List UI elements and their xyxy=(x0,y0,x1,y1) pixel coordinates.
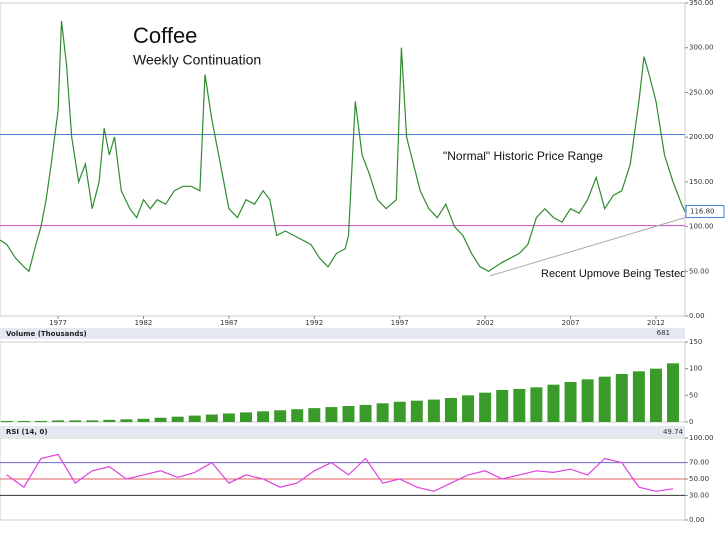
volume-bar xyxy=(581,379,594,422)
volume-bar xyxy=(564,382,577,422)
panel-title: RSI (14, 0) xyxy=(6,428,48,436)
y-tick-label: 0 xyxy=(689,418,693,426)
x-tick-label: 2007 xyxy=(562,319,580,327)
y-tick-label: 0.00 xyxy=(689,516,705,524)
volume-bar xyxy=(496,390,509,422)
annotation: Recent Upmove Being Tested xyxy=(541,268,686,280)
volume-bar xyxy=(291,409,304,422)
volume-bar xyxy=(239,412,252,422)
volume-bar xyxy=(615,374,628,422)
volume-bar xyxy=(188,415,201,422)
y-tick-label: 30.00 xyxy=(689,491,709,499)
volume-bar xyxy=(69,420,82,422)
panel-header xyxy=(0,426,685,437)
trend-line xyxy=(490,217,686,277)
volume-bar xyxy=(513,388,526,422)
volume-bar xyxy=(274,410,287,422)
volume-bar xyxy=(120,419,133,422)
y-tick-label: 100 xyxy=(689,365,702,373)
volume-bar xyxy=(325,407,338,422)
x-tick-label: 1992 xyxy=(305,319,323,327)
volume-bar xyxy=(479,392,492,422)
x-tick-label: 2002 xyxy=(476,319,494,327)
y-tick-label: 100.00 xyxy=(689,223,714,231)
last-price-label: 116.80 xyxy=(690,208,715,216)
volume-bar xyxy=(667,363,680,422)
volume-bar xyxy=(257,411,270,422)
x-tick-label: 2012 xyxy=(647,319,665,327)
last-volume: 681 xyxy=(657,329,670,337)
volume-bar xyxy=(171,416,184,422)
volume-bar xyxy=(0,420,13,422)
plot-frame xyxy=(0,2,686,317)
volume-bar xyxy=(547,384,560,422)
volume-bar xyxy=(427,399,440,422)
y-tick-label: 150.00 xyxy=(689,178,714,186)
x-tick-label: 1987 xyxy=(220,319,238,327)
volume-bar xyxy=(86,420,99,422)
price-line xyxy=(6,453,674,492)
y-tick-label: 250.00 xyxy=(689,88,714,96)
volume-bar xyxy=(444,398,457,422)
chart-subtitle: Weekly Continuation xyxy=(133,52,261,68)
volume-bar xyxy=(308,408,321,422)
panel-title: Volume (Thousands) xyxy=(6,330,87,338)
volume-bar xyxy=(376,403,389,422)
y-tick-label: 50.00 xyxy=(689,267,709,275)
volume-bar xyxy=(410,400,423,422)
volume-bar xyxy=(137,418,150,422)
volume-bar xyxy=(393,401,406,422)
y-tick-label: 150 xyxy=(689,338,702,346)
volume-bar xyxy=(205,414,218,422)
last-rsi: 49.74 xyxy=(663,428,684,436)
volume-bar xyxy=(359,404,372,422)
panel-header xyxy=(0,328,685,339)
y-tick-label: 50 xyxy=(689,391,698,399)
volume-bar xyxy=(649,368,662,422)
volume-bar xyxy=(154,417,167,422)
volume-bar xyxy=(342,406,355,422)
volume-bar xyxy=(598,376,611,422)
y-tick-label: 70.00 xyxy=(689,459,709,467)
volume-bar xyxy=(222,413,235,422)
y-tick-label: 100.00 xyxy=(689,434,714,442)
volume-bar xyxy=(17,420,30,422)
volume-bar xyxy=(530,387,543,422)
volume-bar xyxy=(35,420,47,422)
price-line xyxy=(0,20,686,273)
y-tick-label: 350.00 xyxy=(689,0,714,7)
x-tick-label: 1977 xyxy=(49,319,67,327)
volume-bar xyxy=(52,420,65,422)
y-tick-label: 0.00 xyxy=(689,312,705,320)
volume-bar xyxy=(103,419,116,422)
y-tick-label: 200.00 xyxy=(689,133,714,141)
y-tick-label: 300.00 xyxy=(689,44,714,52)
volume-bar xyxy=(632,371,645,422)
x-tick-label: 1982 xyxy=(135,319,153,327)
chart-title: Coffee xyxy=(133,23,197,48)
x-tick-label: 1997 xyxy=(391,319,409,327)
annotation: "Normal" Historic Price Range xyxy=(443,149,603,163)
volume-bar xyxy=(462,395,475,422)
last-price-box xyxy=(685,205,725,219)
y-tick-label: 50.00 xyxy=(689,475,709,483)
